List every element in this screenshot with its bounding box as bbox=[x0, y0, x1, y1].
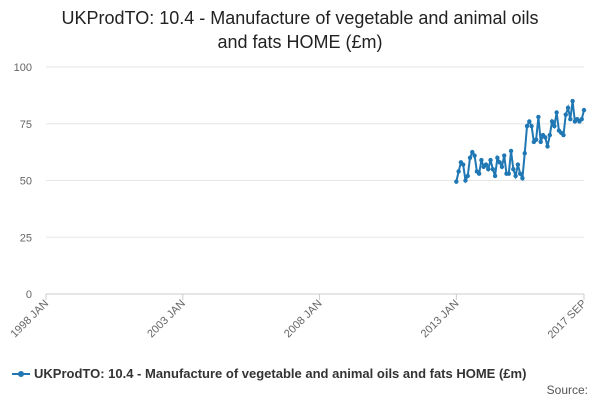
data-point[interactable] bbox=[488, 157, 493, 163]
data-point[interactable] bbox=[552, 123, 557, 129]
data-point[interactable] bbox=[522, 151, 527, 156]
series-layer bbox=[454, 98, 587, 184]
data-point[interactable] bbox=[479, 157, 484, 163]
data-point[interactable] bbox=[565, 105, 571, 111]
x-axis: 1998 JAN 2003 JAN 2008 JAN 2013 JAN 2017 SEP bbox=[8, 294, 589, 341]
data-point[interactable] bbox=[533, 137, 539, 142]
data-point[interactable] bbox=[465, 173, 470, 179]
data-point[interactable] bbox=[543, 135, 548, 140]
data-point[interactable] bbox=[476, 171, 482, 176]
data-point[interactable] bbox=[536, 114, 541, 120]
data-point[interactable] bbox=[508, 148, 514, 154]
x-tick-label: 1998 JAN bbox=[8, 298, 51, 341]
legend-label: UKProdTO: 10.4 - Manufacture of vegetabl… bbox=[34, 366, 527, 381]
data-point[interactable] bbox=[547, 132, 553, 138]
chart-title-line1: UKProdTO: 10.4 - Manufacture of vegetabl… bbox=[61, 8, 539, 28]
legend-line-marker-icon bbox=[12, 370, 30, 377]
x-tick-label: 2003 JAN bbox=[145, 298, 188, 341]
y-axis-ticks: 0 25 50 75 100 bbox=[14, 62, 32, 301]
data-point[interactable] bbox=[454, 179, 459, 184]
y-tick-label: 25 bbox=[20, 232, 32, 244]
data-point[interactable] bbox=[472, 153, 477, 158]
data-point[interactable] bbox=[581, 107, 587, 113]
y-tick-label: 0 bbox=[26, 289, 32, 301]
data-point[interactable] bbox=[549, 119, 555, 124]
data-point[interactable] bbox=[529, 123, 534, 129]
data-point[interactable] bbox=[483, 162, 489, 167]
data-point[interactable] bbox=[570, 98, 575, 104]
data-point[interactable] bbox=[513, 173, 518, 179]
y-tick-label: 75 bbox=[20, 119, 32, 131]
chart-title: UKProdTO: 10.4 - Manufacture of vegetabl… bbox=[0, 6, 600, 54]
data-point[interactable] bbox=[511, 166, 516, 172]
x-tick-label: 2008 JAN bbox=[282, 298, 325, 341]
data-point[interactable] bbox=[545, 144, 550, 149]
data-point[interactable] bbox=[563, 112, 568, 117]
data-point[interactable] bbox=[515, 162, 521, 167]
data-point[interactable] bbox=[467, 155, 473, 160]
data-point[interactable] bbox=[492, 173, 498, 179]
data-point[interactable] bbox=[486, 166, 491, 172]
data-point[interactable] bbox=[568, 117, 573, 122]
chart-title-line2: and fats HOME (£m) bbox=[217, 32, 383, 52]
data-point[interactable] bbox=[490, 166, 496, 172]
y-tick-label: 50 bbox=[20, 176, 32, 188]
data-point[interactable] bbox=[502, 153, 507, 158]
source-label: Source: bbox=[546, 383, 588, 397]
gridlines bbox=[46, 66, 584, 295]
data-point[interactable] bbox=[497, 160, 502, 165]
data-point[interactable] bbox=[495, 155, 500, 160]
data-point[interactable] bbox=[561, 132, 566, 138]
data-point[interactable] bbox=[524, 123, 530, 129]
data-point[interactable] bbox=[456, 169, 461, 174]
x-tick-label: 2013 JAN bbox=[419, 298, 462, 341]
data-point[interactable] bbox=[538, 139, 543, 145]
data-point[interactable] bbox=[460, 162, 466, 167]
data-point[interactable] bbox=[470, 149, 475, 155]
data-point[interactable] bbox=[527, 119, 532, 124]
data-point[interactable] bbox=[506, 171, 511, 176]
data-point[interactable] bbox=[463, 178, 468, 183]
data-point[interactable] bbox=[520, 176, 525, 181]
data-point[interactable] bbox=[517, 171, 523, 176]
data-point[interactable] bbox=[579, 117, 584, 122]
data-point[interactable] bbox=[554, 110, 559, 115]
x-tick-label: 2017 SEP bbox=[546, 298, 590, 342]
legend[interactable]: UKProdTO: 10.4 - Manufacture of vegetabl… bbox=[12, 366, 526, 381]
y-tick-label: 100 bbox=[14, 62, 32, 74]
data-point[interactable] bbox=[499, 164, 505, 170]
